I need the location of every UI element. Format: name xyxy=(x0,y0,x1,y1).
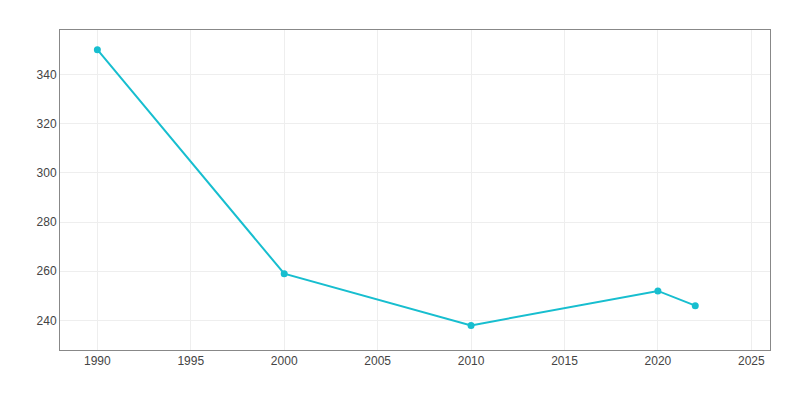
svg-text:2010: 2010 xyxy=(458,354,485,368)
svg-text:2025: 2025 xyxy=(738,354,765,368)
svg-text:1995: 1995 xyxy=(177,354,204,368)
svg-text:240: 240 xyxy=(37,314,57,328)
svg-text:2005: 2005 xyxy=(364,354,391,368)
svg-text:2000: 2000 xyxy=(271,354,298,368)
svg-text:260: 260 xyxy=(37,264,57,278)
svg-text:2020: 2020 xyxy=(645,354,672,368)
svg-text:340: 340 xyxy=(37,68,57,82)
svg-text:2015: 2015 xyxy=(551,354,578,368)
svg-text:300: 300 xyxy=(37,166,57,180)
svg-text:280: 280 xyxy=(37,215,57,229)
svg-text:1990: 1990 xyxy=(84,354,111,368)
svg-text:320: 320 xyxy=(37,117,57,131)
